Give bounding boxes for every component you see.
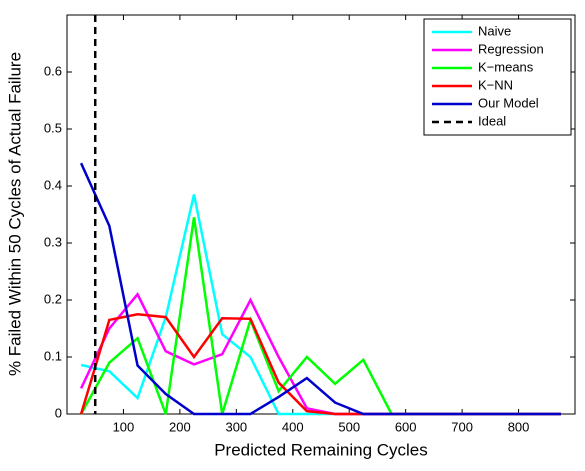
y-tick-label: 0 <box>55 405 62 420</box>
x-axis-label: Predicted Remaining Cycles <box>214 440 428 459</box>
legend-label: Ideal <box>478 113 506 128</box>
legend-label: K−NN <box>478 77 513 92</box>
legend-label: Our Model <box>478 95 539 110</box>
legend-box <box>423 18 572 136</box>
x-tick-label: 700 <box>451 419 473 434</box>
x-tick-label: 800 <box>508 419 530 434</box>
y-tick-label: 0.1 <box>44 348 62 363</box>
x-tick-label: 200 <box>169 419 191 434</box>
x-tick-label: 500 <box>338 419 360 434</box>
y-tick-label: 0.6 <box>44 63 62 78</box>
y-tick-label: 0.4 <box>44 177 62 192</box>
legend-label: Naive <box>478 23 511 38</box>
y-axis-label: % Failed Within 50 Cycles of Actual Fail… <box>5 52 24 376</box>
x-tick-label: 400 <box>282 419 304 434</box>
legend: Naive Regression K−means K−NN Our Model Ideal <box>423 18 572 136</box>
y-tick-label: 0.5 <box>44 120 62 135</box>
y-tick-label: 0.2 <box>44 291 62 306</box>
x-tick-label: 100 <box>113 419 135 434</box>
y-tick-label: 0.3 <box>44 234 62 249</box>
x-tick-label: 600 <box>395 419 417 434</box>
x-tick-label: 300 <box>225 419 247 434</box>
legend-label: K−means <box>478 59 534 74</box>
series-line <box>79 162 561 416</box>
legend-label: Regression <box>478 41 544 56</box>
